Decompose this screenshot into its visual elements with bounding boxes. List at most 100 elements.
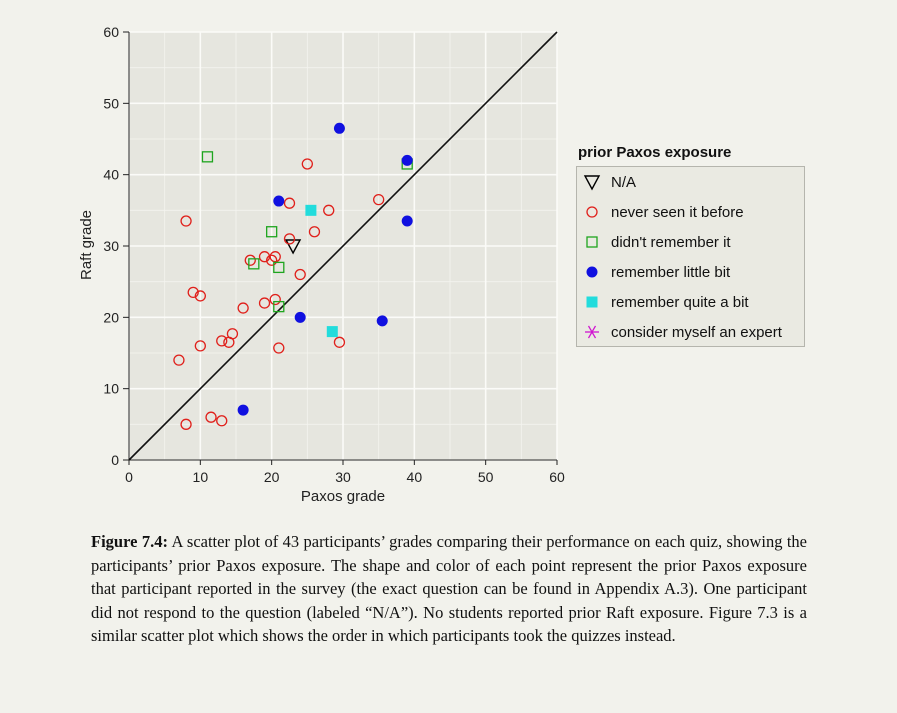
- data-point: [401, 215, 413, 227]
- y-tick-label: 0: [111, 452, 119, 468]
- legend-entries: N/A never seen it before didn't remember i…: [583, 174, 783, 341]
- data-point: [216, 415, 228, 427]
- figure-caption: Figure 7.4: A scatter plot of 43 partici…: [91, 530, 807, 648]
- legend-marker-shape: [586, 236, 598, 248]
- data-point-shape: [269, 251, 281, 263]
- data-point: [180, 418, 192, 430]
- series-1: [173, 158, 385, 430]
- data-point: [205, 411, 217, 423]
- reference-line: [128, 31, 558, 461]
- data-point: [194, 290, 206, 302]
- data-point-shape: [194, 340, 206, 352]
- legend-marker-shape: [583, 175, 601, 191]
- x-tick-label: 10: [193, 469, 209, 485]
- data-point-shape: [283, 233, 296, 245]
- data-point-shape: [248, 258, 260, 270]
- y-axis-label: Raft grade: [78, 210, 95, 280]
- data-point-shape: [308, 226, 321, 238]
- data-point: [173, 354, 185, 366]
- data-point-shape: [205, 411, 217, 423]
- data-point-shape: [283, 197, 296, 209]
- data-point-shape: [326, 326, 338, 338]
- data-point-shape: [323, 204, 335, 216]
- data-point-shape: [273, 342, 285, 354]
- data-point-shape: [273, 300, 285, 313]
- data-point-shape: [216, 415, 228, 427]
- data-point: [273, 300, 285, 313]
- data-point: [333, 336, 346, 348]
- data-point: [301, 158, 313, 170]
- data-point-shape: [258, 251, 271, 263]
- data-point-shape: [266, 254, 278, 266]
- data-point: [258, 251, 271, 263]
- data-point-shape: [333, 336, 346, 348]
- scatter-chart: 0 10 20 30 40 50 60 0 10 20 30 40 50 60 Raft grade Pa…: [78, 24, 805, 505]
- x-axis-label: Paxos grade: [301, 488, 385, 505]
- x-tick-label: 0: [125, 469, 133, 485]
- data-point-shape: [273, 261, 285, 274]
- legend-marker: [586, 236, 598, 248]
- data-point-shape: [333, 122, 345, 134]
- data-point-shape: [244, 254, 256, 266]
- data-point-shape: [180, 418, 192, 430]
- data-point: [283, 233, 296, 245]
- legend-marker: [586, 206, 598, 218]
- x-tick-label: 60: [549, 469, 565, 485]
- data-point: [194, 340, 206, 352]
- data-point-shape: [258, 297, 271, 309]
- data-point-shape: [373, 193, 385, 206]
- y-tick-label: 20: [103, 309, 119, 325]
- plot-area: 0 10 20 30 40 50 60 0 10 20 30 40 50 60: [103, 24, 565, 485]
- series-4: [305, 204, 338, 338]
- y-tick-label: 60: [103, 24, 119, 40]
- data-point-shape: [401, 215, 413, 227]
- data-point-shape: [216, 335, 228, 347]
- data-point: [237, 404, 249, 416]
- data-point: [294, 268, 306, 281]
- data-point: [333, 122, 345, 134]
- x-tick-label: 30: [335, 469, 351, 485]
- data-point-shape: [173, 354, 185, 366]
- data-point: [269, 293, 281, 306]
- caption-label: Figure 7.4:: [91, 532, 168, 551]
- data-point-shape: [401, 154, 413, 166]
- data-point-shape: [273, 195, 285, 207]
- data-point: [284, 239, 302, 255]
- data-point: [294, 311, 306, 323]
- y-tick-label: 40: [103, 167, 119, 183]
- legend-label: N/A: [611, 174, 636, 191]
- data-point: [180, 215, 192, 227]
- data-point: [323, 204, 335, 216]
- data-point: [216, 335, 228, 347]
- data-point: [226, 328, 239, 340]
- data-point: [266, 254, 278, 266]
- data-point: [401, 154, 413, 166]
- y-tick-label: 50: [103, 95, 119, 111]
- data-point: [244, 254, 256, 266]
- legend-label: remember quite a bit: [611, 294, 749, 311]
- data-point: [273, 261, 285, 274]
- data-point: [258, 297, 271, 309]
- data-point-shape: [284, 239, 302, 255]
- data-point-shape: [301, 158, 313, 170]
- data-point: [187, 286, 199, 299]
- data-point-shape: [201, 151, 214, 163]
- data-point: [269, 251, 281, 263]
- data-point: [237, 302, 249, 314]
- data-point-shape: [266, 226, 278, 238]
- x-tick-label: 20: [264, 469, 280, 485]
- legend-marker: [583, 175, 601, 191]
- legend-title: prior Paxos exposure: [578, 144, 731, 161]
- y-axis-label-group: Raft grade: [78, 210, 95, 280]
- legend-marker: [586, 266, 598, 278]
- x-tick-label: 50: [478, 469, 494, 485]
- legend-label: never seen it before: [611, 204, 744, 221]
- x-tick-label: 40: [407, 469, 423, 485]
- legend-marker-shape: [586, 266, 598, 278]
- legend-marker-shape: [586, 296, 598, 308]
- data-point-shape: [269, 293, 281, 306]
- data-point: [308, 226, 321, 238]
- legend-marker-stroke: [587, 325, 597, 339]
- data-point-shape: [294, 311, 306, 323]
- legend-box: [576, 166, 805, 347]
